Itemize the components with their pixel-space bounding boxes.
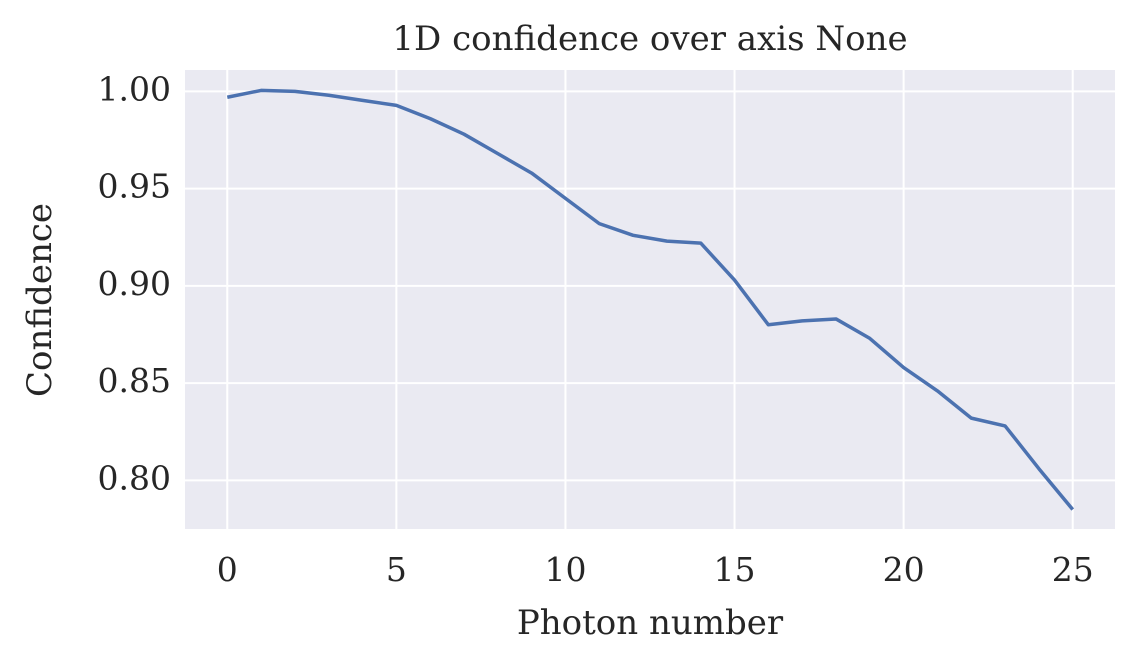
x-tick-label: 5 [386,550,407,589]
data-line [226,88,1075,511]
y-tick-label: 0.80 [98,458,171,497]
plot-area [185,70,1115,529]
chart-title: 1D confidence over axis None [392,19,907,59]
y-tick-label: 0.85 [98,361,171,400]
y-tick-label: 0.90 [98,264,171,303]
y-tick-label: 1.00 [98,69,171,108]
x-tick-label: 0 [217,550,238,589]
y-axis-label: Confidence [20,203,60,397]
x-axis-label: Photon number [517,603,784,643]
x-tick-label: 20 [883,550,925,589]
x-tick-label: 10 [544,550,586,589]
x-tick-label: 15 [714,550,756,589]
y-tick-label: 0.95 [98,167,171,206]
x-tick-label: 25 [1052,550,1094,589]
